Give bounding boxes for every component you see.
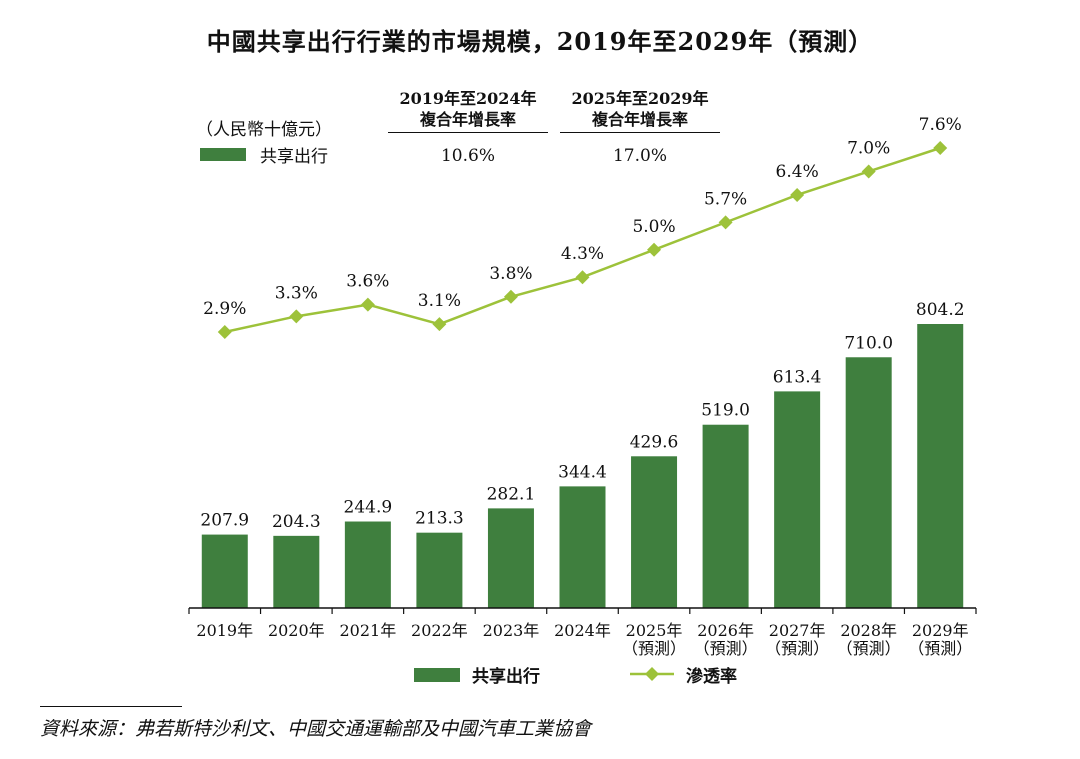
bar-4 [487,508,534,608]
unit-label: （人民幣十億元） [196,120,332,140]
bar-value-label-5: 344.4 [558,462,607,482]
x-tick-label-7-0: 2026年 [697,621,754,640]
bar-9 [845,357,892,608]
bar-value-label-9: 710.0 [844,333,893,353]
penetration-line [224,146,941,334]
line-value-label-10: 7.6% [919,115,962,135]
x-tick-label-4-0: 2023年 [483,621,540,640]
line-point-8 [790,187,805,202]
line-value-label-4: 3.8% [489,264,532,284]
x-tick-label-6-0: 2025年 [626,621,683,640]
line-value-label-5: 4.3% [561,244,604,264]
bar-1 [273,535,320,608]
line-value-label-3: 3.1% [418,291,461,311]
x-tick-label-9-1: （預測） [837,639,901,658]
x-tick-label-0-0: 2019年 [196,621,253,640]
line-point-7 [718,215,733,230]
top-legend: 共享出行 [200,142,328,167]
bar-7 [702,424,749,608]
bar-value-label-6: 429.6 [630,432,679,452]
cagr-header-label: 複合年增長率 [388,109,548,133]
bar-2 [344,521,391,608]
cagr-header-2019-2024: 2019年至2024年 複合年增長率 [388,88,548,133]
line-value-label-6: 5.0% [632,217,675,237]
bar-5 [559,486,606,608]
line-point-10 [933,141,948,155]
bar-6 [631,456,678,608]
x-tick-label-8-1: （預測） [765,639,829,658]
bar-legend-swatch [414,668,460,682]
line-value-label-0: 2.9% [203,299,246,319]
cagr-header-label: 複合年增長率 [560,109,720,133]
line-value-label-7: 5.7% [704,189,747,209]
line-legend-swatch [630,667,674,681]
line-point-0 [217,325,232,339]
line-point-9 [861,164,876,179]
line-point-2 [360,297,375,312]
line-value-label-1: 3.3% [275,283,318,303]
line-point-5 [575,270,590,285]
cagr-header-period: 2019年至2024年 [399,89,537,108]
cagr-value-2025-2029: 17.0% [612,146,667,166]
bar-3 [416,532,463,608]
line-legend-label: 滲透率 [686,667,737,687]
bar-value-label-3: 213.3 [415,509,464,529]
x-tick-label-1-0: 2020年 [268,621,325,640]
bar-8 [774,391,821,608]
bar-value-label-4: 282.1 [487,484,536,504]
x-tick-label-3-0: 2022年 [411,621,468,640]
line-value-label-9: 7.0% [847,138,890,158]
footnote-rule [40,706,182,707]
bar-0 [201,534,248,608]
line-point-4 [503,289,518,304]
line-value-label-2: 3.6% [346,272,389,292]
bar-value-label-2: 244.9 [344,498,393,518]
bar-value-label-10: 804.2 [916,300,965,320]
x-tick-label-10-0: 2029年 [912,621,969,640]
x-tick-label-2-0: 2021年 [339,621,396,640]
bar-value-label-0: 207.9 [200,511,249,531]
cagr-value-2019-2024: 10.6% [440,146,495,166]
bar-legend-label: 共享出行 [472,667,540,687]
x-tick-label-10-1: （預測） [908,639,972,658]
x-tick-label-8-0: 2027年 [769,621,826,640]
x-tick-label-5-0: 2024年 [554,621,611,640]
bar-value-label-7: 519.0 [701,401,750,421]
top-legend-label: 共享出行 [260,147,328,167]
bar-value-label-1: 204.3 [272,512,321,532]
cagr-header-period: 2025年至2029年 [571,89,709,108]
bar-value-label-8: 613.4 [773,367,822,387]
x-tick-label-6-1: （預測） [622,639,686,658]
x-tick-label-9-0: 2028年 [840,621,897,640]
bar-10 [917,324,964,608]
x-tick-label-7-1: （預測） [694,639,758,658]
top-legend-swatch [200,148,246,161]
line-point-3 [432,317,447,332]
line-value-label-8: 6.4% [776,162,819,182]
cagr-header-2025-2029: 2025年至2029年 複合年增長率 [560,88,720,133]
source-note: 資料來源：弗若斯特沙利文、中國交通運輸部及中國汽車工業協會 [40,718,592,740]
chart-title: 中國共享出行行業的市場規模，2019年至2029年（預測） [206,27,874,56]
line-point-6 [647,242,662,257]
line-point-1 [289,309,304,324]
